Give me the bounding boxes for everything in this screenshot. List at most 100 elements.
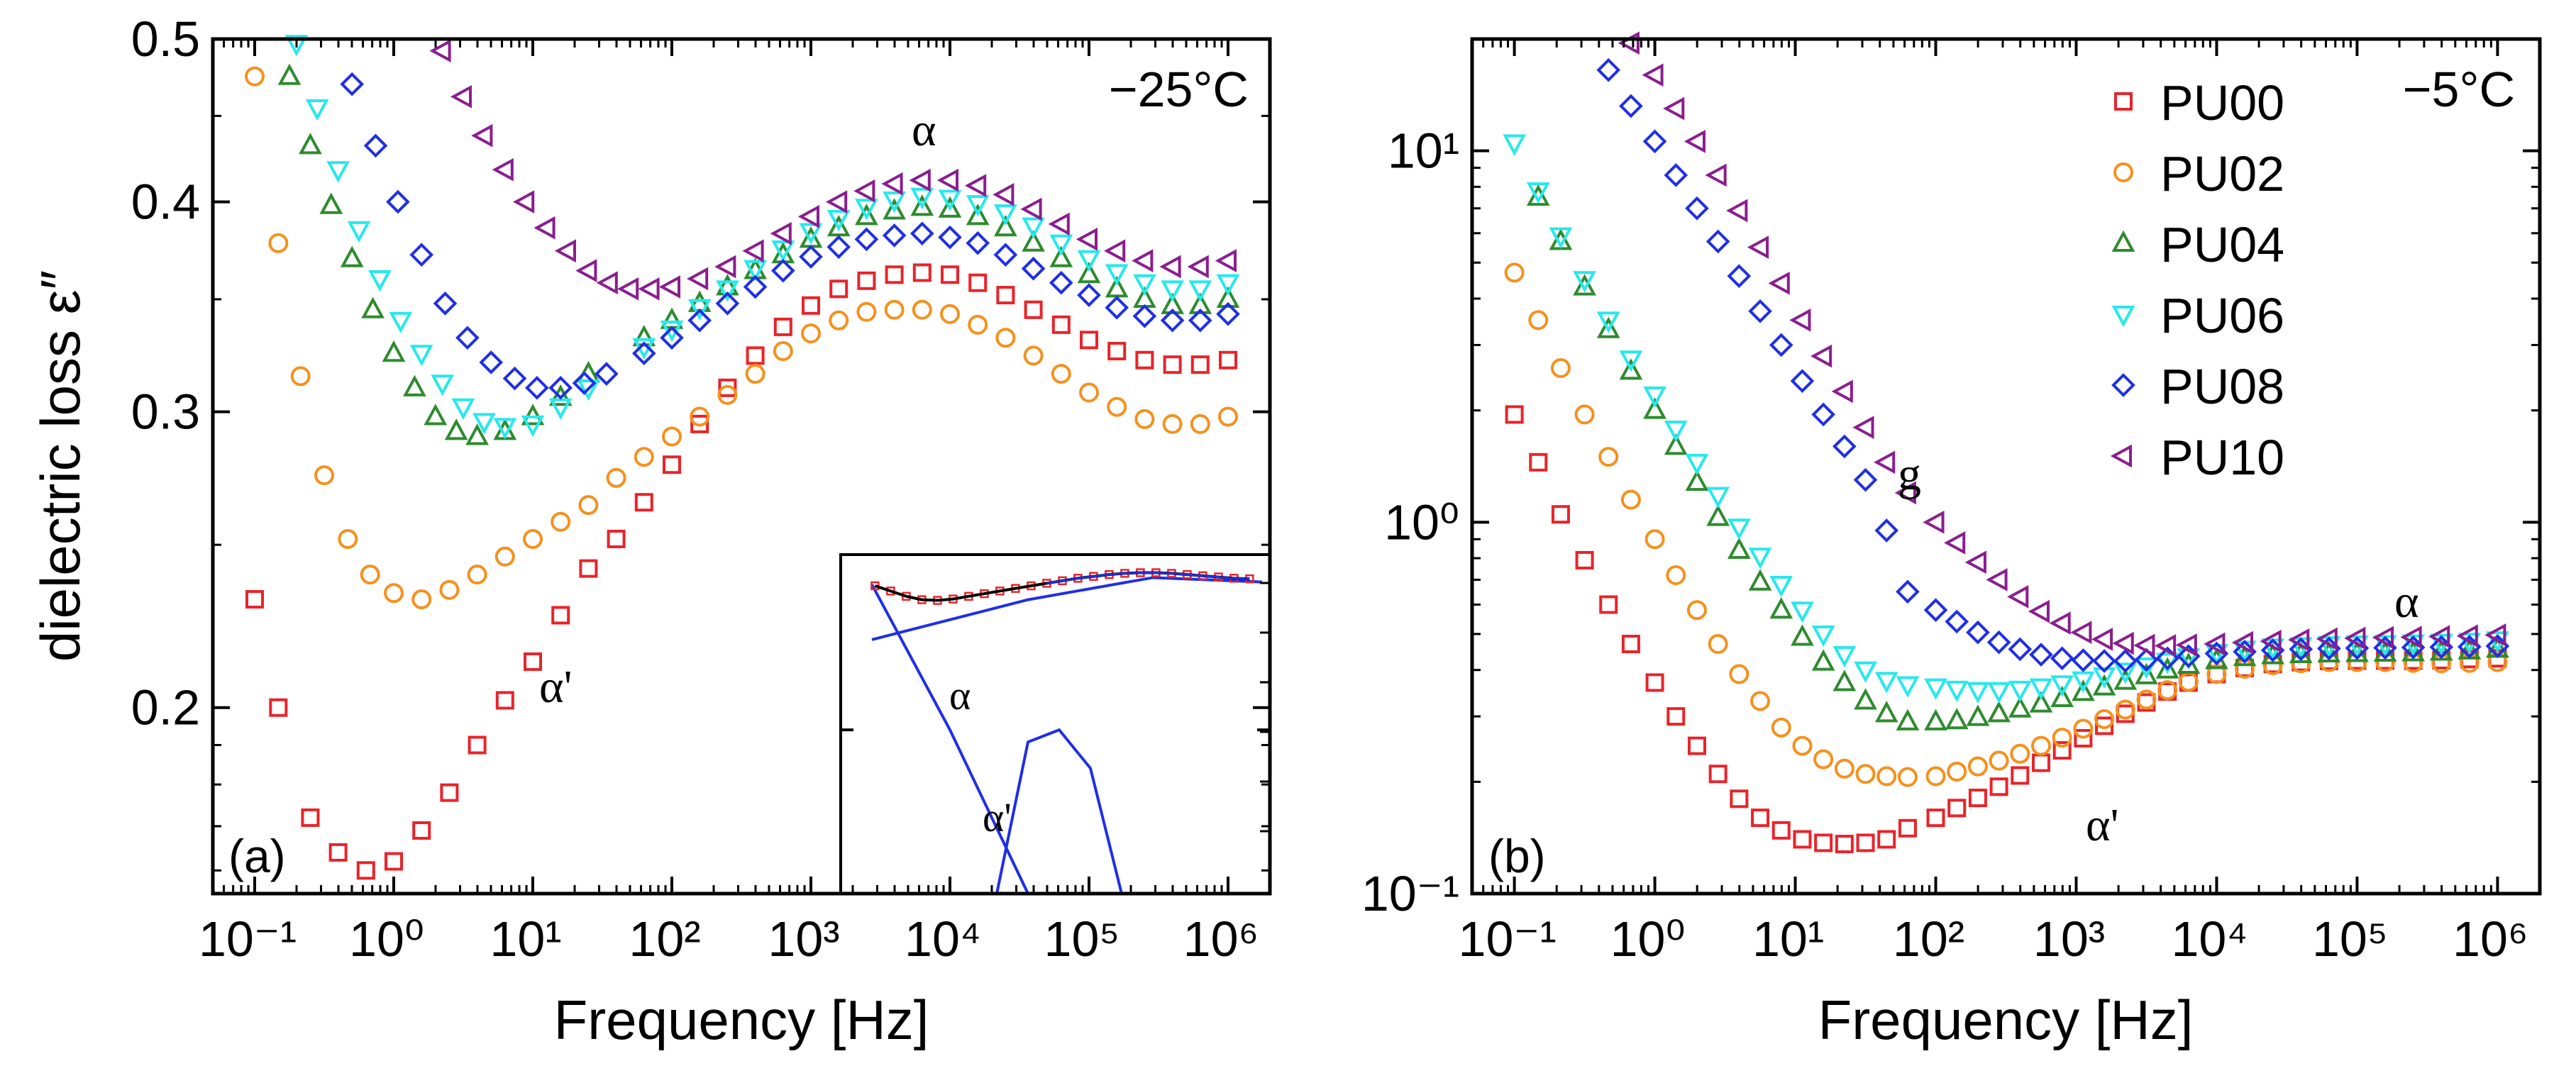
legend-marker-pu08 (2111, 373, 2135, 397)
data-point-pu04 (2177, 652, 2201, 674)
data-point-pu04 (424, 404, 448, 426)
data-point-pu10 (1944, 531, 1966, 555)
series-pu00 (245, 263, 1237, 880)
data-point-pu00 (1968, 789, 1987, 808)
data-point-pu10 (993, 182, 1015, 206)
data-point-pu04 (994, 215, 1017, 237)
data-point-pu10 (450, 84, 472, 109)
data-point-pu10 (1894, 481, 1916, 505)
data-point-pu02 (690, 406, 710, 427)
x-tick-label: 10⁶ (1183, 911, 1259, 967)
data-point-pu08 (743, 274, 768, 299)
data-point-pu08 (1105, 295, 1129, 320)
data-point-pu02 (1666, 565, 1686, 586)
data-point-pu08 (1706, 229, 1730, 254)
data-point-pu00 (912, 263, 932, 282)
data-point-pu04 (1596, 316, 1620, 338)
data-point-pu02 (800, 323, 821, 344)
y-tick-label: 0.3 (131, 384, 200, 440)
data-point-pu04 (299, 133, 322, 155)
data-point-pu02 (1897, 767, 1918, 787)
x-tick-label: 10⁵ (2312, 911, 2388, 967)
data-point-pu02 (2206, 664, 2227, 684)
data-point-pu00 (551, 606, 570, 625)
data-point-pu02 (578, 495, 599, 516)
svg-text:10⁵: 10⁵ (1044, 911, 1120, 967)
data-point-pu08 (386, 189, 410, 214)
data-point-pu04 (2072, 679, 2095, 701)
data-point-pu10 (826, 190, 848, 213)
data-point-pu04 (855, 204, 878, 226)
data-point-pu08 (502, 366, 527, 391)
data-point-pu06 (1896, 676, 1920, 698)
data-point-pu02 (1644, 529, 1665, 550)
data-point-pu08 (2050, 646, 2074, 671)
series-pu08 (340, 72, 1240, 400)
data-point-pu00 (1079, 330, 1098, 350)
data-point-pu00 (1687, 736, 1706, 755)
data-point-pu06 (687, 299, 712, 321)
data-point-pu08 (340, 72, 365, 96)
data-point-pu06 (966, 195, 990, 217)
panel-b-frame (1470, 37, 2542, 896)
data-point-pu00 (2074, 728, 2093, 748)
data-point-pu10 (2372, 626, 2394, 650)
data-point-pu06 (1748, 548, 1772, 569)
data-point-pu02 (717, 384, 738, 405)
data-point-pu06 (1685, 453, 1709, 476)
data-point-pu06 (305, 99, 329, 121)
y-tick-label: 10¹ (1388, 123, 1459, 179)
data-point-pu08 (1132, 304, 1157, 328)
data-point-pu06 (2113, 662, 2138, 684)
panel-b-legend: PU00 PU02 PU04 PU06 PU08 PU10 (2110, 75, 2284, 485)
data-point-pu06 (716, 280, 739, 302)
data-point-pu04 (2092, 674, 2116, 696)
data-point-pu06 (1573, 271, 1596, 293)
svg-text:10³: 10³ (2033, 911, 2105, 967)
data-point-pu06 (548, 398, 573, 420)
legend-label: PU10 (2160, 430, 2284, 485)
data-point-pu00 (996, 286, 1015, 305)
data-point-pu08 (938, 225, 962, 250)
data-point-pu06 (389, 311, 413, 333)
data-point-pu06 (1022, 217, 1045, 239)
legend-marker-pu10 (2110, 444, 2132, 468)
data-point-pu10 (2484, 623, 2506, 647)
data-point-pu02 (2073, 718, 2094, 739)
data-point-pu02 (1620, 489, 1641, 510)
data-point-pu10 (492, 157, 514, 182)
data-point-pu02 (1134, 409, 1155, 429)
data-point-pu04 (1833, 669, 1857, 691)
data-point-pu10 (909, 168, 931, 192)
data-point-pu04 (2113, 668, 2138, 690)
data-point-pu02 (606, 467, 626, 488)
data-point-pu10 (1810, 344, 1833, 368)
data-point-pu08 (525, 376, 549, 400)
data-point-pu00 (1621, 635, 1640, 654)
data-point-pu10 (1132, 249, 1154, 272)
data-point-pu04 (2029, 691, 2053, 713)
data-point-pu04 (1077, 262, 1101, 284)
x-tick-label: 10⁵ (1044, 911, 1120, 967)
inset-alpha-fit-line (871, 576, 1263, 641)
legend-label: PU08 (2160, 359, 2284, 414)
data-point-pu02 (360, 565, 380, 585)
data-point-pu02 (1078, 382, 1099, 403)
data-point-pu06 (1769, 576, 1793, 598)
data-point-pu08 (1664, 163, 1688, 187)
data-point-pu10 (1964, 550, 1986, 574)
data-point-pu04 (1022, 230, 1045, 252)
data-point-pu06 (938, 189, 962, 211)
data-point-pu06 (2092, 667, 2116, 689)
data-point-pu02 (2115, 699, 2135, 720)
data-point-pu10 (1159, 255, 1181, 279)
data-point-pu02 (2487, 652, 2508, 672)
data-point-pu08 (966, 230, 990, 255)
data-point-pu02 (439, 579, 460, 600)
data-point-pu10 (429, 39, 451, 62)
data-point-pu04 (1769, 597, 1793, 619)
data-point-pu08 (799, 245, 823, 269)
data-point-pu06 (1664, 421, 1688, 443)
inset-alpha-fit-overlay (1046, 572, 1250, 584)
